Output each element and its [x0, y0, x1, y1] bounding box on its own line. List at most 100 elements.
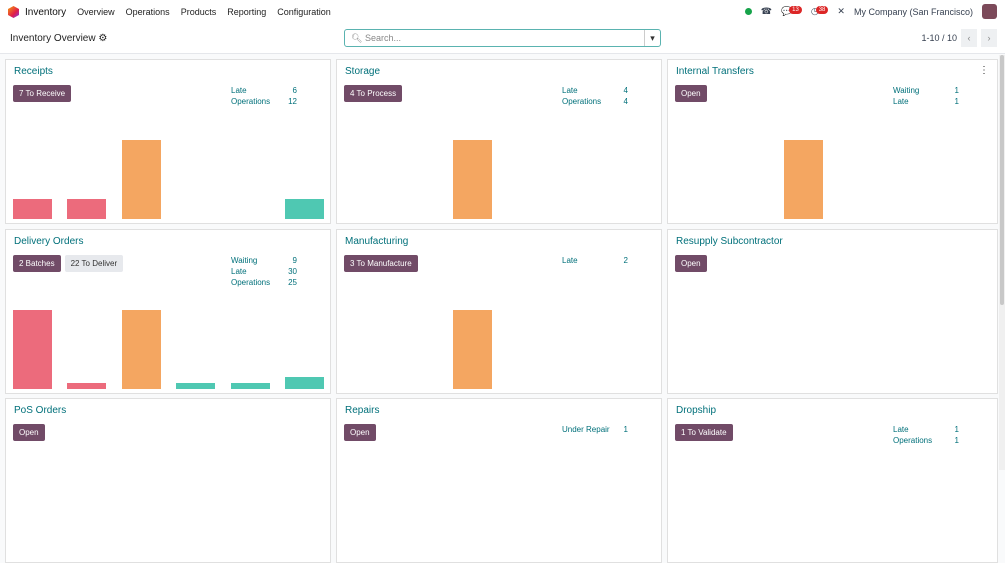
- stat-row[interactable]: Operations 25: [231, 278, 297, 289]
- operation-card: Resupply Subcontractor Open: [667, 229, 998, 394]
- stat-row[interactable]: Late 1: [893, 425, 959, 436]
- menu-operations[interactable]: Operations: [125, 7, 170, 17]
- operation-card: Storage 4 To Process Late 4 Operations 4: [336, 59, 662, 224]
- stat-row[interactable]: Waiting 9: [231, 256, 297, 267]
- card-action-button[interactable]: 7 To Receive: [13, 85, 72, 102]
- chart-bar-waiting[interactable]: [452, 310, 492, 389]
- stat-label: Operations: [231, 278, 271, 287]
- stat-value: 9: [292, 256, 297, 265]
- operation-card: PoS Orders Open: [5, 398, 331, 563]
- stat-label: Operations: [231, 97, 271, 106]
- menu-reporting[interactable]: Reporting: [227, 7, 267, 17]
- pager-previous-button[interactable]: ‹: [961, 29, 977, 47]
- stat-value: 4: [623, 86, 628, 95]
- stat-label: Late: [231, 86, 247, 95]
- stat-value: 25: [288, 278, 297, 287]
- card-title[interactable]: Resupply Subcontractor: [676, 236, 783, 247]
- stat-value: 1: [954, 436, 959, 445]
- app-name[interactable]: Inventory: [25, 6, 67, 18]
- stat-label: Late: [231, 267, 247, 276]
- stat-row[interactable]: Operations 4: [562, 97, 628, 108]
- chart-bar-ready[interactable]: [176, 382, 216, 389]
- card-action-button[interactable]: Open: [13, 424, 45, 441]
- stat-row[interactable]: Late 30: [231, 267, 297, 278]
- card-title[interactable]: Dropship: [676, 405, 717, 416]
- operation-card: Delivery Orders 2 Batches 22 To Deliver Wai…: [5, 229, 331, 394]
- chart-bar-ready[interactable]: [285, 199, 324, 219]
- operation-card: Repairs Open Under Repair 1: [336, 398, 662, 563]
- card-action-button[interactable]: 3 To Manufacture: [344, 255, 418, 272]
- chart-bar-ready[interactable]: [285, 376, 324, 389]
- card-action-button[interactable]: Open: [675, 85, 707, 102]
- phone-icon[interactable]: ☎: [760, 6, 772, 16]
- stat-row[interactable]: Under Repair 1: [562, 425, 628, 436]
- stat-value: 4: [623, 97, 628, 106]
- card-action-button[interactable]: 2 Batches: [13, 255, 61, 272]
- chart-bar-waiting[interactable]: [121, 310, 161, 389]
- gear-icon[interactable]: ⚙: [98, 33, 108, 44]
- stat-row[interactable]: Late 1: [893, 97, 959, 108]
- user-avatar[interactable]: [982, 4, 997, 19]
- card-title[interactable]: Receipts: [14, 66, 53, 77]
- card-title[interactable]: Storage: [345, 66, 381, 77]
- stat-label: Operations: [893, 436, 933, 445]
- menu-overview[interactable]: Overview: [77, 7, 115, 17]
- stat-row[interactable]: Operations 12: [231, 97, 297, 108]
- operation-card: Receipts 7 To Receive Late 6 Operations 12: [5, 59, 331, 224]
- stat-label: Late: [562, 256, 578, 265]
- kebab-menu-icon[interactable]: ⋮: [979, 65, 989, 76]
- chart-bar-waiting[interactable]: [783, 140, 823, 219]
- chart-bar-late[interactable]: [13, 199, 52, 219]
- stat-value: 6: [292, 86, 297, 95]
- activities-icon[interactable]: ◷38: [811, 6, 829, 17]
- card-title[interactable]: Internal Transfers: [676, 66, 754, 77]
- bar-chart: [675, 134, 987, 219]
- search-icon: 🔍︎: [351, 32, 365, 43]
- stat-value: 1: [954, 425, 959, 434]
- stat-label: Operations: [562, 97, 602, 106]
- operation-card: Dropship 1 To Validate Late 1 Operations 1: [667, 398, 998, 563]
- company-switcher[interactable]: My Company (San Francisco): [853, 6, 973, 17]
- top-navbar: Inventory Overview Operations Products R…: [0, 0, 1005, 24]
- card-action-button[interactable]: 22 To Deliver: [64, 255, 124, 272]
- card-title[interactable]: Delivery Orders: [14, 236, 84, 247]
- card-action-button[interactable]: Open: [344, 424, 376, 441]
- stat-value: 30: [288, 267, 297, 276]
- card-title[interactable]: Manufacturing: [345, 236, 409, 247]
- search-dropdown-toggle[interactable]: ▾: [644, 30, 660, 46]
- tools-icon[interactable]: ✕: [837, 6, 845, 16]
- pager-value[interactable]: 1-10 / 10: [921, 33, 957, 43]
- stat-row[interactable]: Late 2: [562, 256, 628, 267]
- stat-row[interactable]: Waiting 1: [893, 86, 959, 97]
- operation-card: Internal Transfers ⋮ Open Waiting 1 Late 1: [667, 59, 998, 224]
- bar-chart: [13, 304, 325, 389]
- card-action-button[interactable]: Open: [675, 255, 707, 272]
- chart-bar-late[interactable]: [13, 310, 52, 389]
- stat-row[interactable]: Late 4: [562, 86, 628, 97]
- pager-next-button[interactable]: ›: [981, 29, 997, 47]
- search-input[interactable]: 🔍︎ Search... ▾: [344, 29, 661, 47]
- messages-icon[interactable]: 💬13: [781, 6, 802, 17]
- scrollbar[interactable]: [999, 55, 1005, 470]
- operation-card: Manufacturing 3 To Manufacture Late 2: [336, 229, 662, 394]
- control-panel: Inventory Overview ⚙ 🔍︎ Search... ▾ 1-10…: [0, 24, 1005, 54]
- card-action-button[interactable]: 4 To Process: [344, 85, 403, 102]
- stat-value: 1: [954, 86, 959, 95]
- chart-bar-waiting[interactable]: [121, 140, 161, 219]
- card-title[interactable]: Repairs: [345, 405, 380, 416]
- status-online-icon: [744, 8, 752, 15]
- chart-bar-late[interactable]: [67, 199, 107, 219]
- chart-bar-late[interactable]: [67, 382, 107, 389]
- messages-badge: 13: [789, 6, 802, 14]
- stat-row[interactable]: Late 6: [231, 86, 297, 97]
- stat-row[interactable]: Operations 1: [893, 436, 959, 447]
- stat-label: Under Repair: [562, 425, 610, 434]
- chart-bar-waiting[interactable]: [452, 140, 492, 219]
- app-logo-icon[interactable]: [8, 6, 19, 18]
- menu-products[interactable]: Products: [180, 7, 217, 17]
- menu-configuration[interactable]: Configuration: [277, 7, 331, 17]
- card-title[interactable]: PoS Orders: [14, 405, 67, 416]
- bar-chart: [344, 134, 656, 219]
- chart-bar-ready[interactable]: [230, 382, 270, 389]
- card-action-button[interactable]: 1 To Validate: [675, 424, 733, 441]
